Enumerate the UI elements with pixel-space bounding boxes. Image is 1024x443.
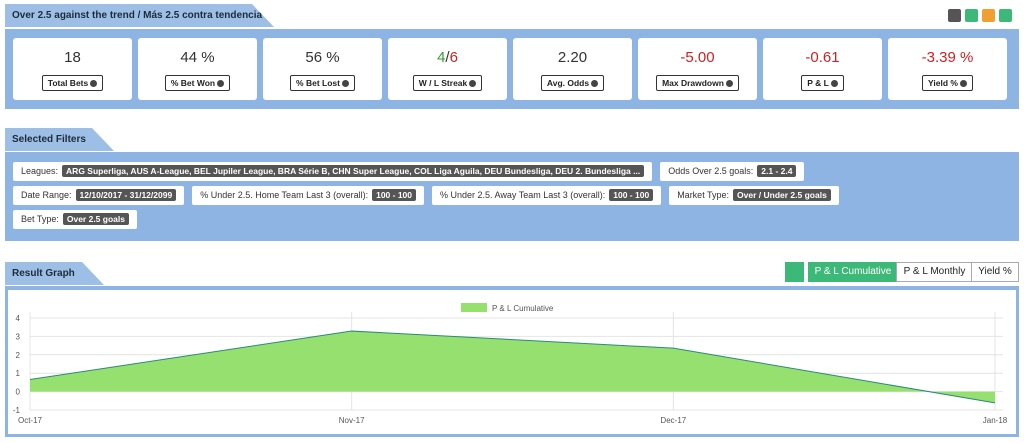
filter-value: Over 2.5 goals [62, 213, 129, 225]
graph-panel: -1 0 1 2 3 4 Oct-17 Nov-17 Dec-17 Jan-18 P & L Cum… [5, 286, 1019, 437]
stat-label-text: W / L Streak [418, 78, 468, 88]
filter-label: Bet Type: [21, 214, 59, 224]
filters-title: Selected Filters [5, 128, 114, 151]
filter-item: % Under 2.5. Home Team Last 3 (overall):… [192, 186, 425, 205]
graph-button[interactable]: Yield % [971, 262, 1019, 282]
stat-label-text: % Bet Won [170, 78, 216, 88]
stat-label: % Bet Lost [290, 75, 355, 91]
x-tick-label: Oct-17 [18, 416, 43, 425]
stat-card: 44 % % Bet Won [138, 38, 257, 100]
filter-label: Leagues: [21, 166, 59, 176]
graph-button[interactable]: P & L Cumulative [808, 262, 898, 282]
graph-download[interactable] [785, 262, 804, 282]
stat-value: 4/6 [388, 49, 507, 67]
stat-value: -3.39 % [921, 49, 974, 66]
filter-row: Leagues: ARG Superliga, AUS A-League, BEL… [13, 162, 805, 181]
stat-label: Max Drawdown [656, 75, 739, 91]
stat-card: 18 Total Bets [13, 38, 132, 100]
info-icon [591, 80, 599, 87]
info-icon [217, 80, 225, 87]
x-tick-label: Dec-17 [660, 416, 686, 425]
graph-button[interactable]: P & L Monthly [896, 262, 973, 282]
stat-card: 56 % % Bet Lost [263, 38, 382, 100]
filter-label: Market Type: [677, 190, 730, 200]
stat-label-text: Max Drawdown [662, 78, 724, 88]
filter-label: Date Range: [21, 190, 72, 200]
info-icon [469, 80, 477, 87]
area [30, 331, 995, 403]
y-tick-label: 2 [16, 351, 21, 360]
y-tick-label: 3 [16, 332, 21, 341]
stat-label-text: P & L [807, 78, 829, 88]
share-button[interactable] [982, 9, 995, 22]
header-title: Over 2.5 against the trend / Más 2.5 con… [5, 4, 274, 27]
filter-item: Date Range: 12/10/2017 - 31/12/2099 [13, 186, 185, 205]
filter-item: Odds Over 2.5 goals: 2.1 - 2.4 [660, 162, 805, 181]
filter-item: % Under 2.5. Away Team Last 3 (overall):… [432, 186, 662, 205]
stat-value: 56 % [305, 49, 340, 66]
stat-card: 4/6 W / L Streak [388, 38, 507, 100]
filters-panel: Leagues: ARG Superliga, AUS A-League, BEL… [5, 152, 1019, 241]
chart: -1 0 1 2 3 4 Oct-17 Nov-17 Dec-17 Jan-18 P & L Cum… [13, 303, 1008, 425]
stat-label: Yield % [922, 75, 973, 91]
stat-label: P & L [801, 75, 844, 91]
stat-label: W / L Streak [412, 75, 483, 91]
stat-value: -5.00 [680, 49, 715, 66]
mail-button[interactable] [999, 9, 1012, 22]
x-tick-label: Nov-17 [339, 416, 365, 425]
stat-value: 2.20 [557, 49, 588, 66]
info-icon [959, 80, 967, 87]
filter-value: 100 - 100 [609, 189, 654, 201]
legend-swatch [461, 303, 487, 312]
graph-title: Result Graph [5, 262, 104, 285]
y-tick-label: 4 [16, 314, 21, 323]
x-tick-label: Jan-18 [983, 416, 1008, 425]
stat-label-text: % Bet Lost [296, 78, 340, 88]
filter-label: Odds Over 2.5 goals: [668, 166, 754, 176]
filter-label: % Under 2.5. Away Team Last 3 (overall): [440, 190, 606, 200]
filter-item: Bet Type: Over 2.5 goals [13, 210, 137, 229]
download-button[interactable] [965, 9, 978, 22]
filter-value: Over / Under 2.5 goals [733, 189, 831, 201]
stat-value-part: / [445, 49, 450, 66]
filter-item: Leagues: ARG Superliga, AUS A-League, BEL… [13, 162, 653, 181]
stat-label-text: Avg. Odds [546, 78, 590, 88]
stat-value: 44 % [180, 49, 215, 66]
filter-row: Bet Type: Over 2.5 goals [13, 210, 137, 229]
stat-value-part: 4 [437, 49, 446, 66]
filter-row: Date Range: 12/10/2017 - 31/12/2099 % Unde… [13, 186, 839, 205]
stat-value: 18 [64, 49, 81, 66]
filter-value: 12/10/2017 - 31/12/2099 [75, 189, 177, 201]
line [29, 330, 996, 404]
stat-label: Total Bets [41, 75, 104, 91]
stat-label-text: Yield % [928, 78, 958, 88]
filter-label: % Under 2.5. Home Team Last 3 (overall): [200, 190, 369, 200]
filter-value: ARG Superliga, AUS A-League, BEL Jupiler… [62, 165, 645, 177]
graph-area: -1 0 1 2 3 4 Oct-17 Nov-17 Dec-17 Jan-18 P & L Cum… [8, 290, 1016, 434]
legend-label: P & L Cumulative [492, 304, 554, 313]
y-tick-label: 0 [16, 388, 21, 397]
copy-button[interactable] [948, 9, 961, 22]
stats-panel: 18 Total Bets 44 % % Bet Won 56 % % Bet Lost 4… [5, 29, 1019, 109]
stat-label: Avg. Odds [540, 75, 605, 91]
filter-value: 2.1 - 2.4 [757, 165, 797, 177]
stat-card: -3.39 % Yield % [888, 38, 1007, 100]
filter-value: 100 - 100 [372, 189, 417, 201]
stat-card: -5.00 Max Drawdown [638, 38, 757, 100]
stat-card: -0.61 P & L [763, 38, 882, 100]
filter-item: Market Type: Over / Under 2.5 goals [669, 186, 839, 205]
stat-label: % Bet Won [164, 75, 231, 91]
y-tick-label: -1 [13, 406, 21, 415]
stat-label-text: Total Bets [47, 78, 89, 88]
info-icon [830, 80, 838, 87]
stat-value-part: 6 [449, 49, 458, 66]
info-icon [725, 80, 733, 87]
info-icon [90, 80, 98, 87]
stat-value: -0.61 [805, 49, 840, 66]
info-icon [341, 80, 349, 87]
y-tick-label: 1 [16, 369, 21, 378]
stat-card: 2.20 Avg. Odds [513, 38, 632, 100]
